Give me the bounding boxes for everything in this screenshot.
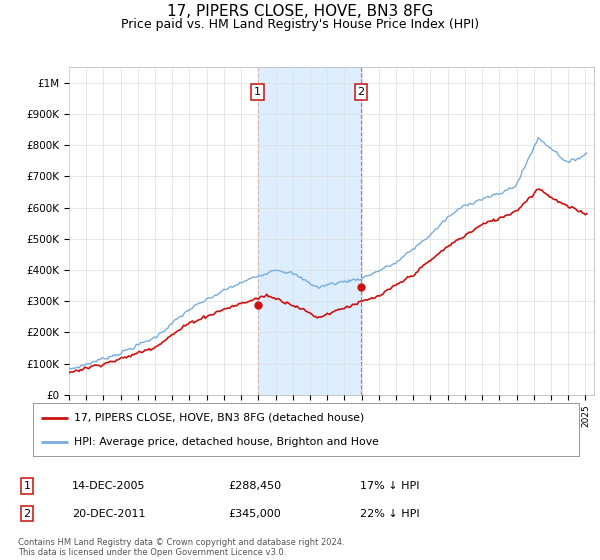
Text: 14-DEC-2005: 14-DEC-2005 — [72, 481, 146, 491]
Text: 2: 2 — [23, 508, 31, 519]
Text: 2: 2 — [358, 87, 364, 97]
Text: Contains HM Land Registry data © Crown copyright and database right 2024.
This d: Contains HM Land Registry data © Crown c… — [18, 538, 344, 557]
Text: £345,000: £345,000 — [228, 508, 281, 519]
Text: 17% ↓ HPI: 17% ↓ HPI — [360, 481, 419, 491]
Text: 17, PIPERS CLOSE, HOVE, BN3 8FG (detached house): 17, PIPERS CLOSE, HOVE, BN3 8FG (detache… — [74, 413, 364, 423]
Text: 1: 1 — [254, 87, 261, 97]
Text: 22% ↓ HPI: 22% ↓ HPI — [360, 508, 419, 519]
Text: HPI: Average price, detached house, Brighton and Hove: HPI: Average price, detached house, Brig… — [74, 437, 379, 447]
Text: 1: 1 — [23, 481, 31, 491]
Bar — [257, 67, 361, 395]
Text: 17, PIPERS CLOSE, HOVE, BN3 8FG: 17, PIPERS CLOSE, HOVE, BN3 8FG — [167, 4, 433, 19]
Text: Price paid vs. HM Land Registry's House Price Index (HPI): Price paid vs. HM Land Registry's House … — [121, 18, 479, 31]
Text: £288,450: £288,450 — [228, 481, 281, 491]
Text: 20-DEC-2011: 20-DEC-2011 — [72, 508, 146, 519]
